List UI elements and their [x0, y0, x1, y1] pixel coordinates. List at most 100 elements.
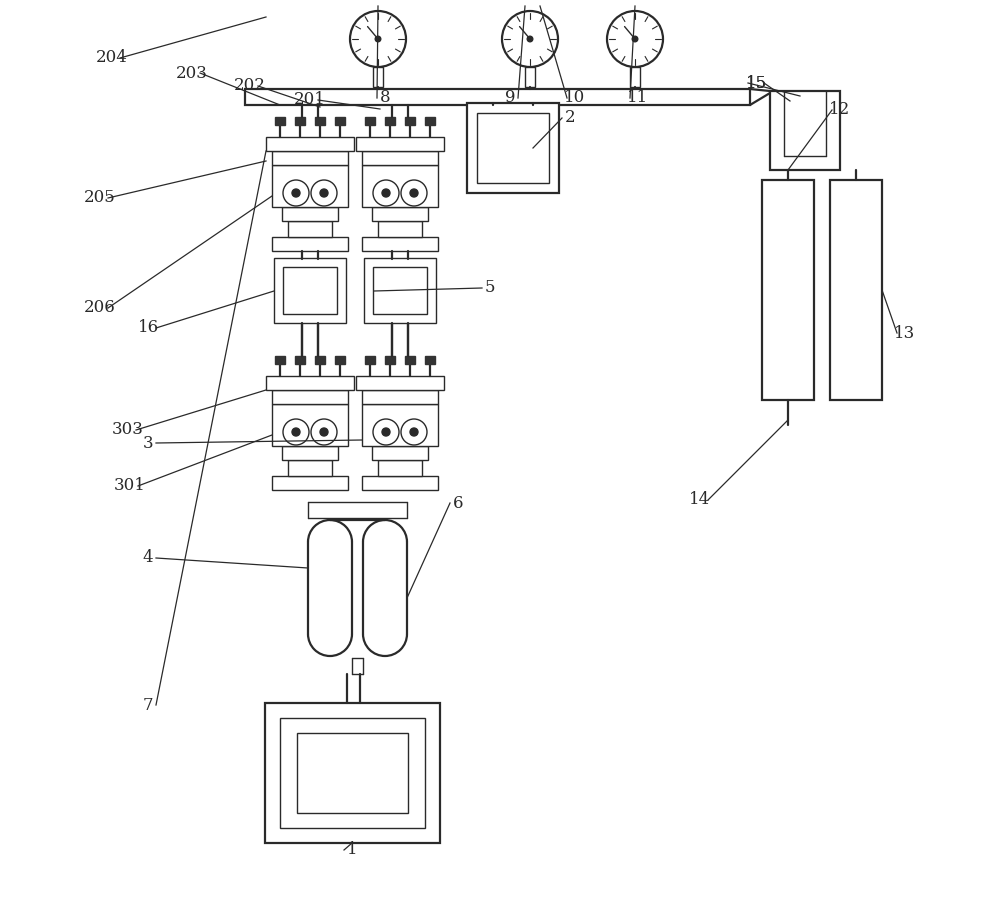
Circle shape — [283, 419, 309, 445]
Text: 14: 14 — [689, 491, 711, 508]
Text: 13: 13 — [894, 324, 916, 341]
Text: 205: 205 — [84, 189, 116, 207]
Bar — [372, 207, 428, 221]
Bar — [425, 356, 435, 364]
Bar — [372, 446, 428, 460]
Circle shape — [373, 419, 399, 445]
Bar — [364, 258, 436, 323]
Bar — [770, 91, 840, 170]
Circle shape — [350, 11, 406, 67]
Circle shape — [375, 36, 381, 42]
Bar — [275, 117, 285, 125]
Circle shape — [382, 428, 390, 436]
Bar — [272, 390, 348, 404]
Text: 204: 204 — [96, 49, 128, 66]
Circle shape — [401, 419, 427, 445]
Bar — [266, 137, 354, 151]
Text: 8: 8 — [380, 90, 390, 107]
Bar — [477, 113, 549, 183]
Bar — [830, 180, 882, 400]
Bar — [315, 117, 325, 125]
Bar — [297, 733, 408, 813]
Bar — [265, 703, 440, 843]
Bar — [762, 180, 814, 400]
Circle shape — [527, 36, 533, 42]
Bar — [405, 117, 415, 125]
Circle shape — [292, 428, 300, 436]
Circle shape — [607, 11, 663, 67]
Text: 1: 1 — [347, 841, 357, 858]
Text: 202: 202 — [234, 77, 266, 94]
Bar — [385, 117, 395, 125]
Bar — [282, 207, 338, 221]
Circle shape — [283, 180, 309, 206]
Bar — [405, 356, 415, 364]
Circle shape — [502, 11, 558, 67]
Circle shape — [373, 180, 399, 206]
Text: 303: 303 — [112, 421, 144, 438]
Bar — [295, 356, 305, 364]
Text: 10: 10 — [564, 90, 586, 107]
Bar — [356, 376, 444, 390]
Bar — [362, 151, 438, 165]
Bar — [272, 151, 348, 165]
Circle shape — [311, 419, 337, 445]
Text: 203: 203 — [176, 65, 208, 82]
Bar — [272, 476, 348, 490]
Text: 12: 12 — [829, 101, 851, 119]
Bar — [362, 390, 438, 404]
Bar — [295, 117, 305, 125]
Bar — [266, 376, 354, 390]
Bar — [335, 117, 345, 125]
Bar — [282, 446, 338, 460]
Bar — [272, 237, 348, 251]
Circle shape — [401, 180, 427, 206]
Text: 5: 5 — [485, 279, 495, 296]
Text: 15: 15 — [745, 75, 767, 92]
Circle shape — [292, 189, 300, 197]
Text: 301: 301 — [114, 478, 146, 495]
Bar — [365, 117, 375, 125]
Bar — [275, 356, 285, 364]
Bar — [335, 356, 345, 364]
Bar — [288, 221, 332, 237]
Circle shape — [632, 36, 638, 42]
Bar — [525, 67, 535, 87]
Text: 11: 11 — [627, 90, 649, 107]
Text: 4: 4 — [143, 550, 153, 567]
Bar — [272, 165, 348, 207]
Bar — [315, 356, 325, 364]
Bar — [385, 356, 395, 364]
Text: 201: 201 — [294, 92, 326, 109]
Bar — [362, 476, 438, 490]
Bar — [272, 404, 348, 446]
Bar — [378, 460, 422, 476]
Bar — [288, 460, 332, 476]
Circle shape — [320, 428, 328, 436]
Bar — [467, 103, 559, 193]
Text: 9: 9 — [505, 90, 515, 107]
Bar — [362, 237, 438, 251]
Circle shape — [410, 428, 418, 436]
Circle shape — [410, 189, 418, 197]
Circle shape — [311, 180, 337, 206]
Bar — [425, 117, 435, 125]
Bar — [362, 165, 438, 207]
Bar — [245, 89, 750, 105]
Text: 206: 206 — [84, 300, 116, 316]
Bar — [274, 258, 346, 323]
Circle shape — [320, 189, 328, 197]
Text: 3: 3 — [143, 435, 153, 452]
Text: 16: 16 — [137, 320, 159, 337]
Bar — [630, 67, 640, 87]
Bar — [373, 67, 383, 87]
Text: 15: 15 — [745, 75, 767, 92]
Bar — [280, 718, 425, 828]
Bar — [378, 221, 422, 237]
Circle shape — [382, 189, 390, 197]
Bar — [362, 404, 438, 446]
Bar — [373, 267, 427, 314]
Text: 7: 7 — [143, 697, 153, 714]
Bar — [356, 137, 444, 151]
Text: 2: 2 — [565, 110, 575, 127]
